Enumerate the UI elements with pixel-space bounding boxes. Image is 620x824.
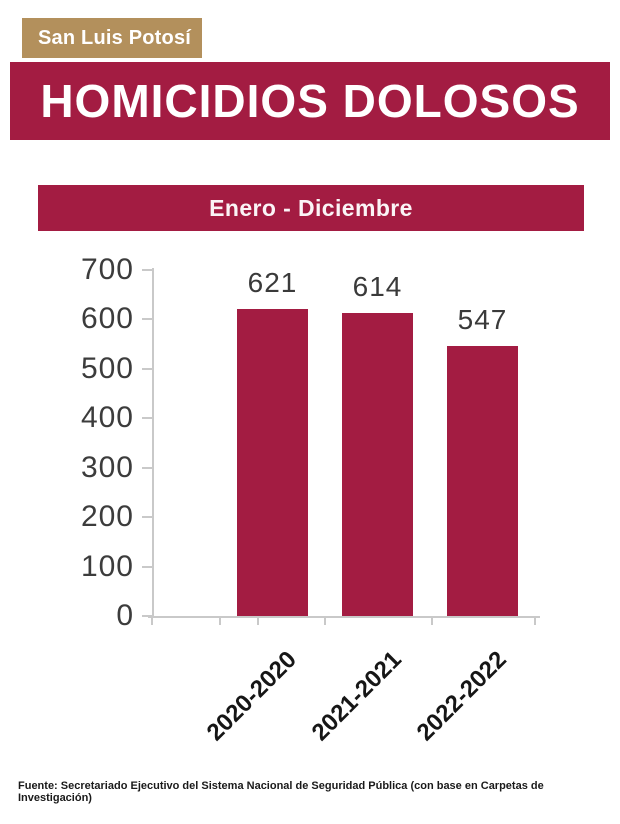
period-label: Enero - Diciembre xyxy=(209,194,413,221)
x-axis-line xyxy=(148,616,540,618)
source-text: Fuente: Secretariado Ejecutivo del Siste… xyxy=(18,780,544,804)
period-banner: Enero - Diciembre xyxy=(38,185,584,231)
bar-2021-2021 xyxy=(342,312,413,616)
y-tick-700 xyxy=(142,269,152,271)
y-tick-400 xyxy=(142,417,152,420)
title-banner: HOMICIDIOS DOLOSOS xyxy=(10,62,610,140)
y-tick-label-200: 200 xyxy=(80,500,134,534)
x-tick-2 xyxy=(257,616,259,625)
x-label-2021-2021: 2021-2021 xyxy=(306,646,407,747)
x-label-2022-2022: 2022-2022 xyxy=(411,646,512,747)
y-tick-500 xyxy=(142,367,152,370)
source-footer: Fuente: Secretariado Ejecutivo del Siste… xyxy=(18,780,614,804)
y-tick-label-700: 700 xyxy=(80,253,134,286)
bar-value-2020-2020: 621 xyxy=(247,267,298,299)
y-tick-300 xyxy=(142,466,152,469)
page-title: HOMICIDIOS DOLOSOS xyxy=(40,75,580,127)
x-tick-5 xyxy=(534,616,536,625)
y-tick-100 xyxy=(142,565,152,568)
y-tick-label-0: 0 xyxy=(116,599,134,632)
x-label-2020-2020: 2020-2020 xyxy=(201,646,302,747)
y-tick-label-300: 300 xyxy=(80,450,134,484)
y-tick-0 xyxy=(142,615,152,617)
state-badge: San Luis Potosí xyxy=(22,18,202,58)
y-tick-label-500: 500 xyxy=(80,351,134,385)
x-tick-4 xyxy=(431,616,433,625)
bar-value-2021-2021: 614 xyxy=(352,270,403,302)
bar-2022-2022 xyxy=(447,345,518,616)
x-tick-0 xyxy=(151,616,153,625)
x-tick-3 xyxy=(324,616,326,625)
bar-2020-2020 xyxy=(237,309,308,616)
y-tick-label-400: 400 xyxy=(80,401,134,435)
bar-value-2022-2022: 547 xyxy=(457,303,508,335)
y-tick-200 xyxy=(142,516,152,519)
state-badge-label: San Luis Potosí xyxy=(38,26,192,49)
y-tick-label-600: 600 xyxy=(80,302,134,336)
x-tick-1 xyxy=(219,616,221,625)
y-tick-600 xyxy=(142,318,152,321)
y-tick-label-100: 100 xyxy=(80,549,134,583)
y-axis-line xyxy=(152,268,154,618)
